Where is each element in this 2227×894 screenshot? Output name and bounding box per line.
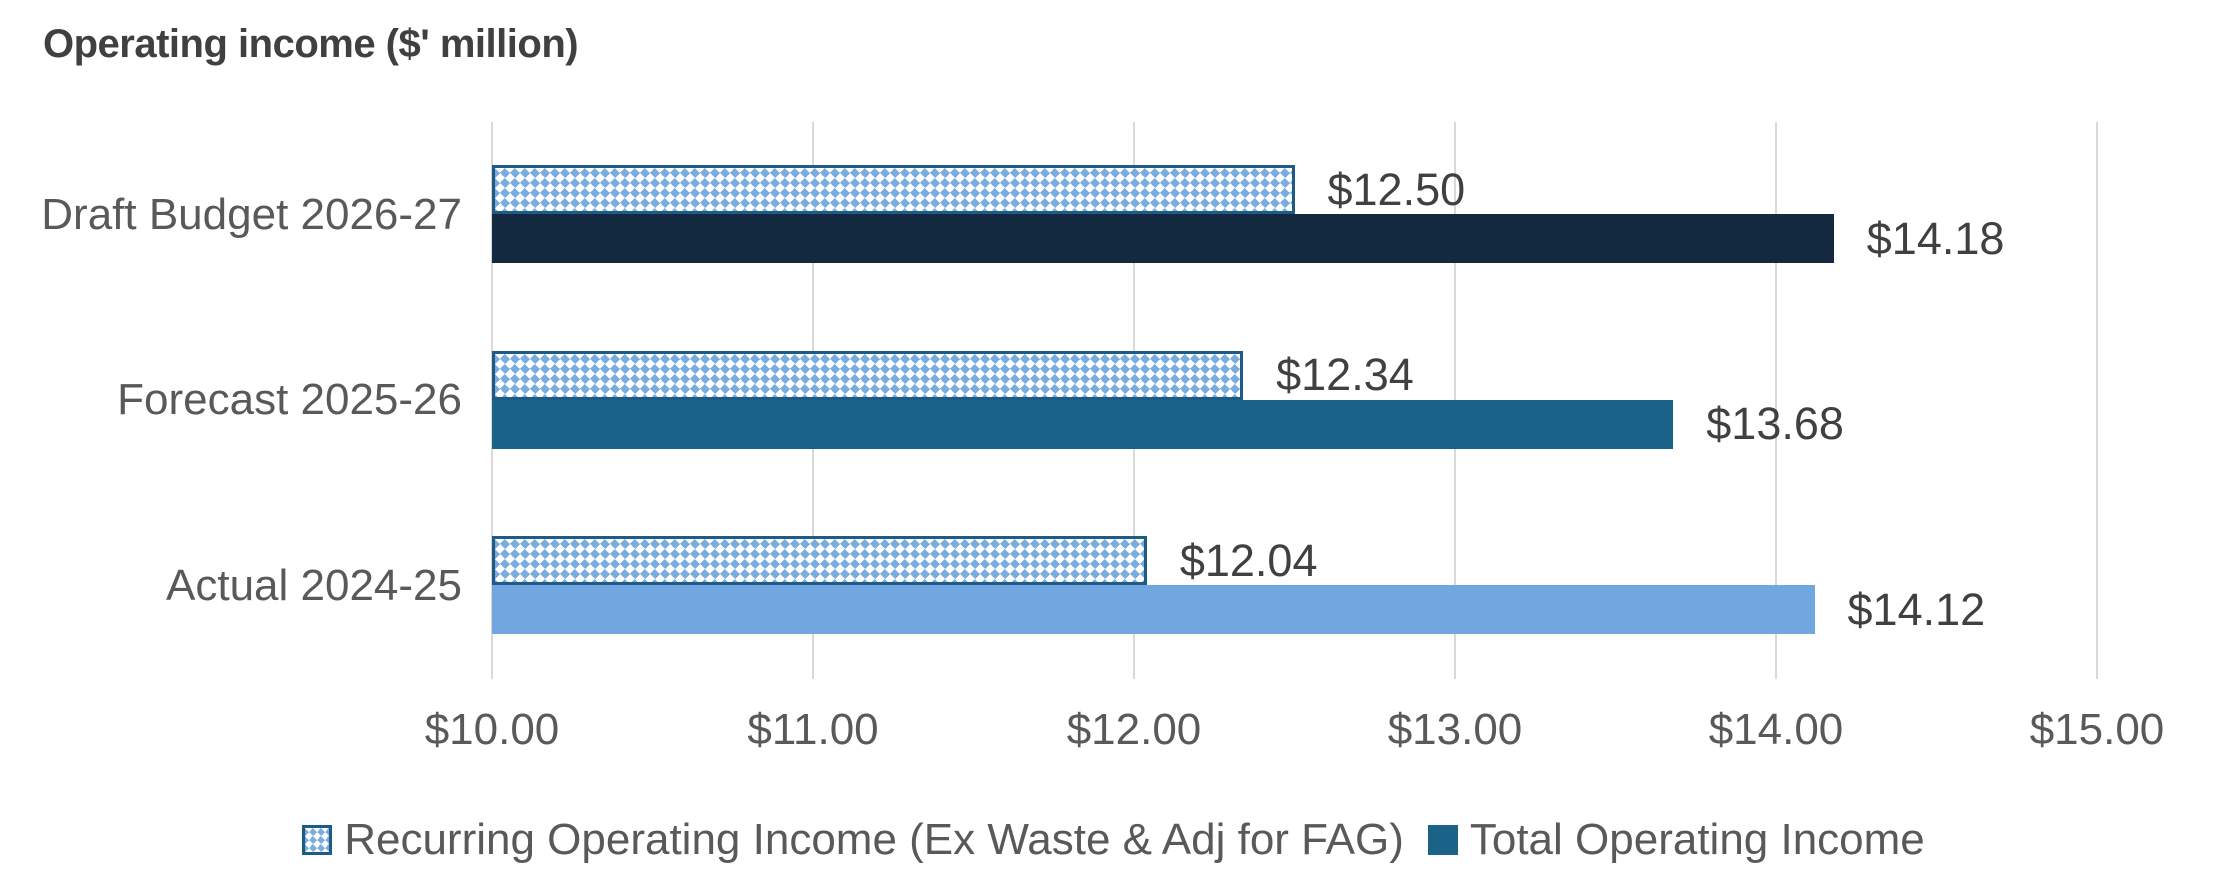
bar-total-row1 (492, 399, 1674, 449)
category-label: Draft Budget 2026-27 (22, 122, 462, 308)
x-tick-label: $12.00 (1066, 705, 1202, 754)
legend-label-total: Total Operating Income (1469, 815, 1925, 864)
plot-area: $12.50 $14.18 $12.34 $13.68 $12.04 $14.12 (491, 122, 2098, 679)
x-tick-label: $15.00 (2029, 705, 2165, 754)
legend-item-total: Total Operating Income (1427, 815, 1925, 865)
gridline (2096, 122, 2098, 679)
x-tick-label: $10.00 (424, 705, 560, 754)
category-label-text: Draft Budget 2026-27 (41, 189, 462, 239)
x-tick-label: $13.00 (1387, 705, 1523, 754)
gridline (1775, 122, 1777, 679)
category-label: Forecast 2025-26 (22, 308, 462, 494)
legend: Recurring Operating Income (Ex Waste & A… (0, 810, 2227, 870)
bar-total-row0 (492, 214, 1834, 263)
data-label-recurring-row0: $12.50 (1327, 163, 1466, 215)
bar-recurring-row0 (492, 165, 1295, 214)
legend-swatch-total-icon (1427, 825, 1458, 855)
category-label-text: Forecast 2025-26 (117, 375, 462, 425)
x-tick-label: $11.00 (747, 705, 879, 754)
chart-title: Operating income ($' million) (43, 22, 579, 66)
legend-item-recurring: Recurring Operating Income (Ex Waste & A… (302, 815, 1404, 865)
category-label: Actual 2024-25 (22, 493, 462, 679)
x-tick-label: $14.00 (1708, 705, 1844, 754)
data-label-total-row2: $14.12 (1847, 583, 1986, 635)
bar-recurring-row2 (492, 536, 1147, 586)
category-label-text: Actual 2024-25 (166, 561, 462, 611)
bar-total-row2 (492, 585, 1815, 635)
data-label-total-row1: $13.68 (1706, 398, 1844, 450)
legend-swatch-recurring-pattern-icon (302, 825, 333, 855)
data-label-total-row0: $14.18 (1866, 212, 2005, 264)
bar-recurring-row1 (492, 350, 1244, 400)
data-label-recurring-row2: $12.04 (1179, 534, 1318, 586)
legend-label-recurring: Recurring Operating Income (Ex Waste & A… (344, 815, 1404, 864)
data-label-recurring-row1: $12.34 (1276, 349, 1414, 401)
